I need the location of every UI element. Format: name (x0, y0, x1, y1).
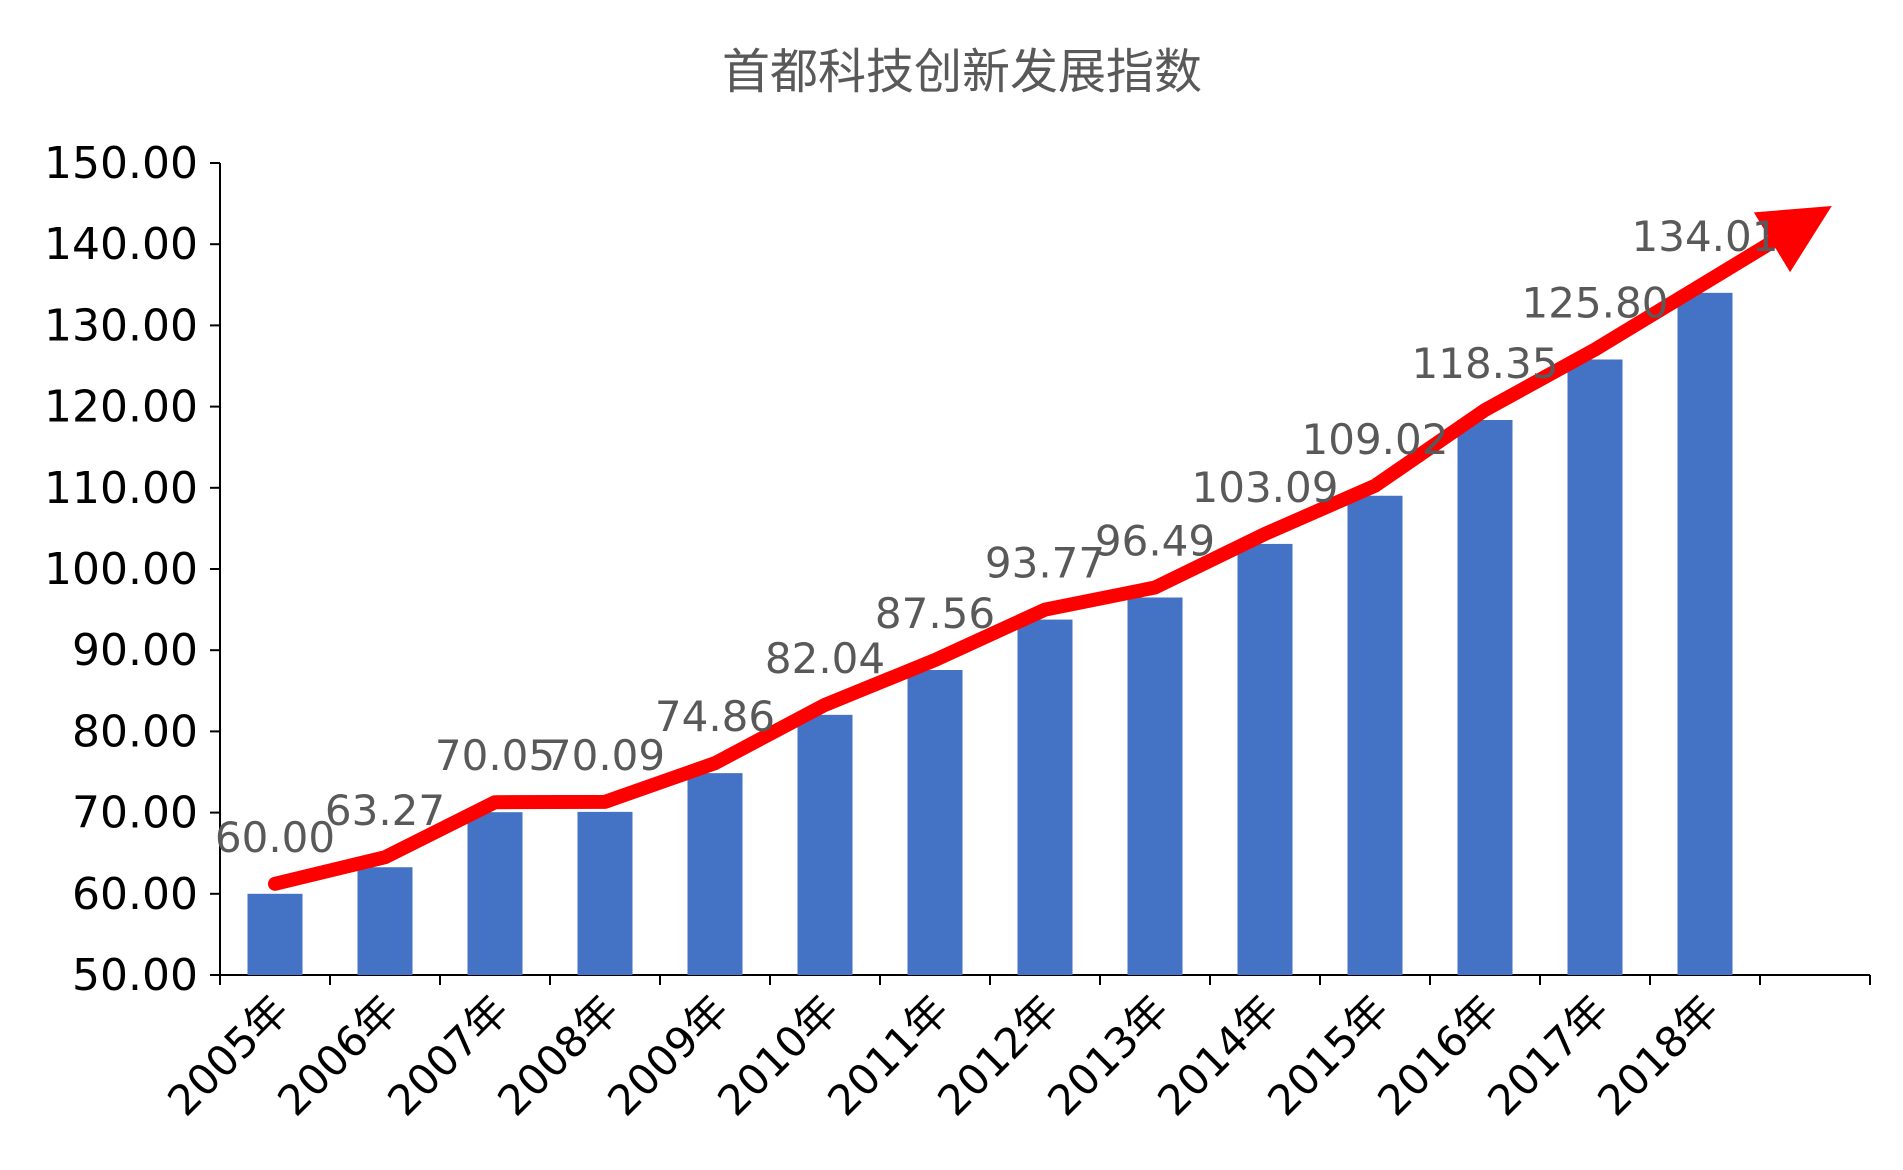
data-label: 125.80 (1522, 279, 1669, 328)
data-label: 103.09 (1192, 463, 1339, 512)
y-tick-label: 100.00 (44, 544, 198, 595)
y-tick-label: 120.00 (44, 382, 198, 433)
x-tick-label: 2018年 (1588, 985, 1728, 1125)
data-label: 109.02 (1302, 415, 1449, 464)
bar-2015年 (1347, 495, 1403, 975)
bar-2012年 (1017, 619, 1073, 975)
y-tick-label: 50.00 (72, 950, 198, 1001)
data-label: 96.49 (1095, 517, 1215, 566)
data-label: 87.56 (875, 589, 995, 638)
y-tick-label: 110.00 (44, 463, 198, 514)
trend-arrow (268, 206, 1832, 891)
data-label: 70.09 (545, 731, 665, 780)
y-tick-label: 90.00 (72, 625, 198, 676)
x-tick-label: 2016年 (1368, 985, 1508, 1125)
data-label: 63.27 (325, 786, 445, 835)
x-tick-label: 2015年 (1258, 985, 1398, 1125)
bar-2006年 (357, 867, 413, 975)
x-tick-label: 2010年 (708, 985, 848, 1125)
y-tick-label: 80.00 (72, 706, 198, 757)
bar-2005年 (247, 893, 303, 975)
x-tick-label: 2013年 (1038, 985, 1178, 1125)
x-tick-label: 2011年 (818, 985, 958, 1125)
x-tick-label: 2012年 (928, 985, 1068, 1125)
bar-2013年 (1127, 597, 1183, 975)
x-tick-label: 2009年 (598, 985, 738, 1125)
x-tick-label: 2008年 (488, 985, 628, 1125)
x-tick-label: 2014年 (1148, 985, 1288, 1125)
data-label: 93.77 (985, 539, 1105, 588)
x-tick-label: 2006年 (268, 985, 408, 1125)
bar-2010年 (797, 714, 853, 975)
data-label: 134.01 (1632, 212, 1779, 261)
bar-2011年 (907, 670, 963, 975)
x-tick-label: 2007年 (378, 985, 518, 1125)
data-label: 82.04 (765, 634, 885, 683)
y-tick-label: 60.00 (72, 869, 198, 920)
bars (247, 292, 1733, 975)
bar-2017年 (1567, 359, 1623, 975)
bar-2016年 (1457, 419, 1513, 975)
x-tick-label: 2005年 (158, 985, 298, 1125)
bar-2008年 (577, 811, 633, 975)
y-tick-label: 150.00 (44, 138, 198, 189)
chart-title: 首都科技创新发展指数 (722, 44, 1202, 100)
data-label: 118.35 (1412, 339, 1559, 388)
data-label: 74.86 (655, 692, 775, 741)
bar-2009年 (687, 773, 743, 975)
bar-2007年 (467, 812, 523, 975)
trend-arrow-line (268, 206, 1832, 891)
data-label: 70.05 (435, 731, 555, 780)
y-tick-label: 130.00 (44, 300, 198, 351)
x-tick-label: 2017年 (1478, 985, 1618, 1125)
bar-2018年 (1677, 292, 1733, 975)
y-tick-label: 140.00 (44, 219, 198, 270)
data-label: 60.00 (215, 813, 335, 862)
y-tick-label: 70.00 (72, 788, 198, 839)
bar-2014年 (1237, 543, 1293, 975)
